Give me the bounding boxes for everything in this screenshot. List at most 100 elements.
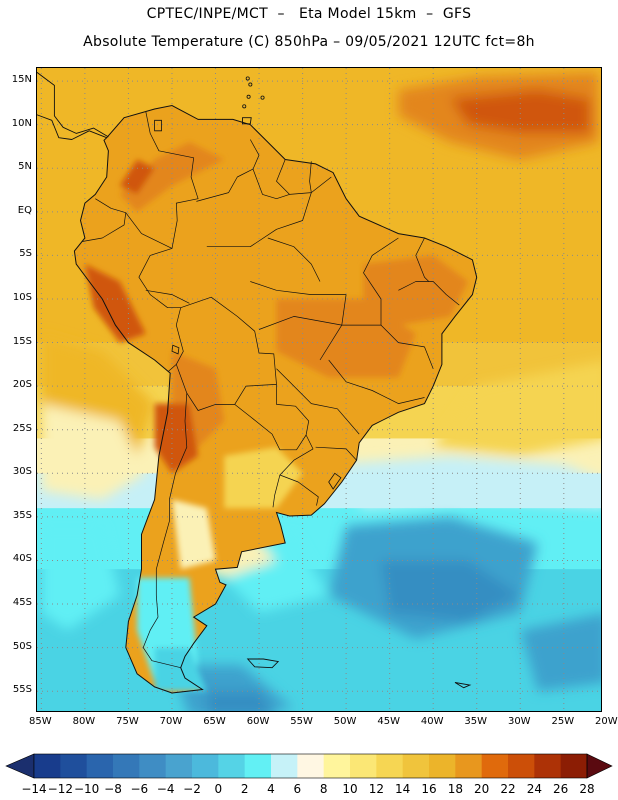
- longitude-label: 40W: [420, 716, 444, 727]
- latitude-label: 35S: [12, 509, 32, 521]
- colorbar-swatch: [86, 754, 114, 778]
- longitude-label: 25W: [551, 716, 575, 727]
- colorbar-swatch: [455, 754, 483, 778]
- temp-blob-10: [41, 525, 120, 631]
- colorbar-swatch: [402, 754, 430, 778]
- colorbar-tick-label: 6: [293, 782, 302, 796]
- colorbar-tick-label: −12: [47, 782, 73, 796]
- colorbar-swatch: [350, 754, 377, 778]
- latitude-label: 30S: [12, 466, 32, 478]
- longitude-label: 45W: [377, 716, 400, 727]
- political-border: [145, 289, 190, 304]
- latitude-label: 25S: [12, 422, 32, 434]
- very-hot-zone-atlantic: [450, 89, 590, 134]
- latitude-label: 5S: [19, 248, 32, 260]
- colorbar-tick-label: −4: [156, 782, 175, 796]
- longitude-label: 60W: [246, 716, 270, 727]
- colorbar-swatch: [508, 754, 535, 778]
- colorbar-under-arrow: [5, 753, 35, 779]
- colorbar-tick-label: 20: [474, 782, 490, 796]
- political-border: [276, 159, 290, 195]
- central-america-caribbean-coast: [37, 71, 109, 138]
- political-border: [272, 474, 281, 508]
- latitude-label: 20S: [12, 379, 32, 391]
- political-border: [276, 368, 360, 435]
- political-border: [276, 384, 310, 436]
- political-border: [258, 237, 399, 330]
- colorbar-tick-label: 0: [214, 782, 223, 796]
- political-border: [180, 296, 277, 385]
- colorbar-tick-label: 12: [368, 782, 384, 796]
- colorbar-swatch: [192, 754, 219, 778]
- colorbar-swatch: [34, 754, 61, 778]
- political-border: [415, 237, 430, 282]
- land-blob-6: [119, 159, 155, 195]
- political-border: [82, 198, 127, 242]
- colorbar-tick-label: −14: [21, 782, 47, 796]
- colorbar: [5, 753, 613, 779]
- political-border: [196, 139, 260, 202]
- colorbar-tick-label: 18: [447, 782, 463, 796]
- political-border: [125, 212, 184, 372]
- longitude-label: 20W: [595, 716, 618, 727]
- lesser-antilles-island: [246, 94, 251, 99]
- land-blob-7: [224, 447, 303, 509]
- political-border: [252, 168, 332, 200]
- colorbar-swatch: [165, 754, 193, 778]
- political-border: [206, 192, 312, 248]
- trinidad-outline: [242, 117, 252, 125]
- temp-blob-7: [206, 691, 273, 711]
- lesser-antilles-island: [260, 95, 265, 100]
- title-line-2: Absolute Temperature (C) 850hPa – 09/05/…: [83, 34, 535, 50]
- land-blob-1: [363, 255, 468, 326]
- latitude-label: 50S: [12, 640, 32, 652]
- lake-maracaibo: [154, 119, 162, 132]
- lesser-antilles-island: [248, 82, 253, 87]
- colorbar-tick-label: −6: [130, 782, 149, 796]
- colorbar-tick-label: 16: [421, 782, 437, 796]
- colorbar-tick-label: 28: [579, 782, 595, 796]
- latitude-label: 40S: [12, 553, 32, 565]
- central-america-pacific-coast: [37, 114, 107, 140]
- colorbar-swatch: [60, 754, 88, 778]
- colorbar-tick-label: 26: [553, 782, 569, 796]
- latitude-label: 55S: [12, 684, 32, 696]
- temp-blob-1: [41, 403, 146, 500]
- longitude-label: 50W: [333, 716, 357, 727]
- lagoa-dos-patos: [328, 472, 342, 490]
- falkland-islands-outline: [246, 658, 280, 669]
- temperature-fields: [37, 68, 601, 711]
- land-blob-5: [119, 142, 225, 212]
- temp-blob-5: [381, 560, 521, 622]
- colorbar-tick-label: −8: [104, 782, 122, 796]
- south-america-coastline: [73, 104, 478, 694]
- colorbar-swatch: [323, 754, 351, 778]
- temp-blob-2: [433, 361, 601, 456]
- longitude-label: 75W: [116, 716, 139, 727]
- colorbar-tick-label: 2: [240, 782, 249, 796]
- latitude-label: 10N: [11, 117, 32, 129]
- latitude-label: 10S: [12, 291, 32, 303]
- longitude-label: 30W: [507, 716, 531, 727]
- colorbar-tick-label: −10: [73, 782, 100, 796]
- political-border: [234, 404, 307, 451]
- temperature-map: [36, 67, 602, 712]
- political-border: [315, 446, 357, 461]
- colorbar-tick-label: 24: [526, 782, 542, 796]
- political-border: [267, 237, 321, 282]
- political-border: [380, 324, 434, 369]
- colorbar-swatch: [560, 754, 588, 778]
- hot-atlantic: [398, 72, 599, 160]
- colorbar-swatch: [429, 754, 456, 778]
- land-blob-10: [154, 647, 207, 692]
- longitude-label: 35W: [464, 716, 488, 727]
- latitude-label: EQ: [17, 204, 32, 216]
- colorbar-tick-label: −2: [183, 782, 201, 796]
- latitude-label: 15N: [11, 74, 32, 86]
- colorbar-swatch: [481, 754, 509, 778]
- colorbar-tick-label: 22: [500, 782, 516, 796]
- colorbar-swatch: [244, 754, 272, 778]
- political-border: [250, 281, 347, 326]
- colorbar-swatch: [139, 754, 167, 778]
- colorbar-swatch: [376, 754, 404, 778]
